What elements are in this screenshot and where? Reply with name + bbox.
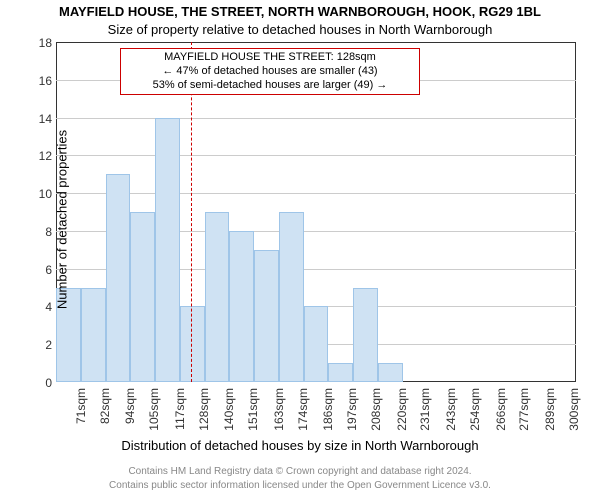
x-tick-label: 220sqm — [395, 388, 409, 438]
attribution-line-2: Contains public sector information licen… — [0, 480, 600, 491]
info-box-line: MAYFIELD HOUSE THE STREET: 128sqm — [127, 51, 413, 65]
y-tick-label: 16 — [24, 74, 52, 88]
y-tick-label: 0 — [24, 376, 52, 390]
x-tick-label: 140sqm — [222, 388, 236, 438]
y-axis-label: Number of detached properties — [55, 90, 70, 350]
y-tick-label: 8 — [24, 225, 52, 239]
x-tick-label: 231sqm — [418, 388, 432, 438]
info-box: MAYFIELD HOUSE THE STREET: 128sqm← 47% o… — [120, 48, 420, 95]
gridline-y — [56, 155, 576, 156]
y-tick-label: 6 — [24, 263, 52, 277]
x-tick-label: 266sqm — [494, 388, 508, 438]
y-tick-label: 12 — [24, 149, 52, 163]
x-tick-label: 289sqm — [543, 388, 557, 438]
y-tick-label: 10 — [24, 187, 52, 201]
gridline-y — [56, 118, 576, 119]
y-tick-label: 4 — [24, 300, 52, 314]
histogram-bar — [155, 118, 180, 382]
x-tick-label: 174sqm — [296, 388, 310, 438]
x-tick-label: 186sqm — [321, 388, 335, 438]
histogram-bar — [279, 212, 304, 382]
chart-title-address: MAYFIELD HOUSE, THE STREET, NORTH WARNBO… — [0, 4, 600, 19]
x-tick-label: 197sqm — [345, 388, 359, 438]
histogram-bar — [304, 306, 329, 382]
attribution-line-1: Contains HM Land Registry data © Crown c… — [0, 466, 600, 477]
histogram-bar — [81, 288, 106, 382]
x-tick-label: 243sqm — [444, 388, 458, 438]
chart-title-desc: Size of property relative to detached ho… — [0, 22, 600, 37]
histogram-bar — [378, 363, 403, 382]
y-tick-label: 2 — [24, 338, 52, 352]
histogram-bar — [353, 288, 378, 382]
info-box-line: ← 47% of detached houses are smaller (43… — [127, 65, 413, 79]
x-tick-label: 128sqm — [197, 388, 211, 438]
x-tick-label: 151sqm — [246, 388, 260, 438]
histogram-bar — [130, 212, 155, 382]
histogram-bar — [205, 212, 230, 382]
gridline-y — [56, 193, 576, 194]
x-tick-label: 300sqm — [567, 388, 581, 438]
x-tick-label: 163sqm — [272, 388, 286, 438]
info-box-line: 53% of semi-detached houses are larger (… — [127, 79, 413, 93]
x-tick-label: 82sqm — [98, 388, 112, 438]
x-tick-label: 208sqm — [369, 388, 383, 438]
histogram-bar — [106, 174, 131, 382]
x-axis-label: Distribution of detached houses by size … — [0, 438, 600, 453]
y-tick-label: 18 — [24, 36, 52, 50]
x-tick-label: 117sqm — [173, 388, 187, 438]
y-tick-label: 14 — [24, 112, 52, 126]
x-tick-label: 94sqm — [123, 388, 137, 438]
x-tick-label: 105sqm — [147, 388, 161, 438]
x-tick-label: 254sqm — [468, 388, 482, 438]
histogram-bar — [328, 363, 353, 382]
histogram-bar — [254, 250, 279, 382]
x-tick-label: 277sqm — [517, 388, 531, 438]
histogram-bar — [229, 231, 254, 382]
chart-container: MAYFIELD HOUSE, THE STREET, NORTH WARNBO… — [0, 0, 600, 500]
histogram-bar — [180, 306, 205, 382]
x-tick-label: 71sqm — [74, 388, 88, 438]
